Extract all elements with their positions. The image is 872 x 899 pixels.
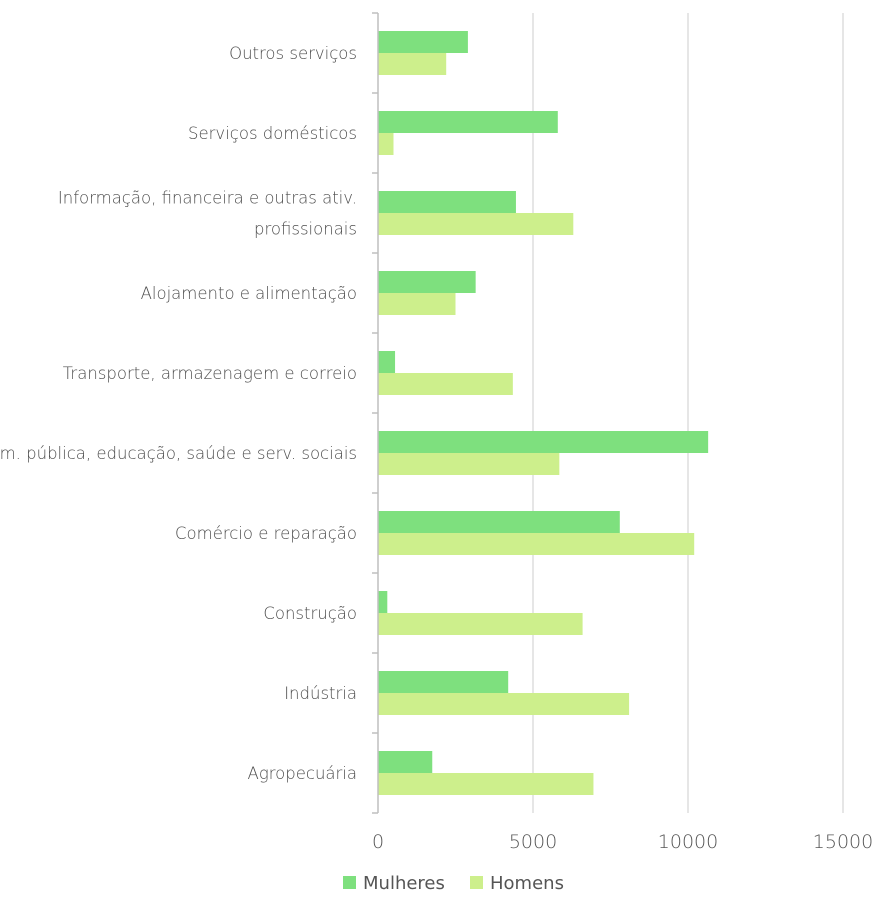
axes	[372, 12, 379, 814]
bar-homens	[378, 133, 394, 155]
bar-homens	[378, 693, 630, 715]
bar-homens	[378, 773, 594, 795]
x-tick-label: 15000	[813, 831, 872, 853]
category-label: profissionais	[254, 220, 357, 239]
category-label: Comércio e reparação	[175, 524, 357, 543]
bars	[378, 31, 709, 795]
bar-mulheres	[378, 511, 620, 533]
bar-mulheres	[378, 431, 709, 453]
legend-label-homens: Homens	[490, 873, 564, 894]
tick-labels: 0 5000 10000 15000	[372, 831, 872, 853]
category-label: Agropecuária	[248, 764, 357, 783]
gridlines	[532, 13, 844, 813]
category-label: Serviços domésticos	[188, 124, 357, 143]
bar-homens	[378, 213, 574, 235]
legend-swatch-homens	[470, 876, 483, 889]
bar-homens	[378, 613, 583, 635]
bar-mulheres	[378, 591, 388, 613]
category-labels: Outros serviços Serviços domésticos Inform…	[0, 44, 357, 783]
category-label: Construção	[263, 604, 357, 623]
bar-mulheres	[378, 351, 396, 373]
bar-mulheres	[378, 671, 509, 693]
category-label: Adm. pública, educação, saúde e serv. so…	[0, 444, 357, 463]
x-tick-label: 10000	[658, 831, 718, 853]
bar-homens	[378, 293, 456, 315]
bar-mulheres	[378, 751, 433, 773]
x-tick-label: 0	[372, 831, 384, 853]
category-label: Informação, financeira e outras ativ.	[58, 189, 357, 208]
category-label: Transporte, armazenagem e correio	[63, 364, 357, 383]
bar-mulheres	[378, 111, 558, 133]
bar-homens	[378, 533, 695, 555]
legend-swatch-mulheres	[343, 876, 356, 889]
legend: Mulheres Homens	[343, 873, 564, 894]
category-label: Indústria	[284, 684, 357, 703]
legend-label-mulheres: Mulheres	[363, 873, 445, 894]
bar-mulheres	[378, 31, 468, 53]
bar-homens	[378, 53, 447, 75]
bar-mulheres	[378, 191, 516, 213]
category-label: Alojamento e alimentação	[141, 284, 357, 303]
bar-homens	[378, 453, 560, 475]
x-tick-label: 5000	[509, 831, 557, 853]
bar-homens	[378, 373, 513, 395]
bar-mulheres	[378, 271, 476, 293]
category-label: Outros serviços	[229, 44, 357, 63]
